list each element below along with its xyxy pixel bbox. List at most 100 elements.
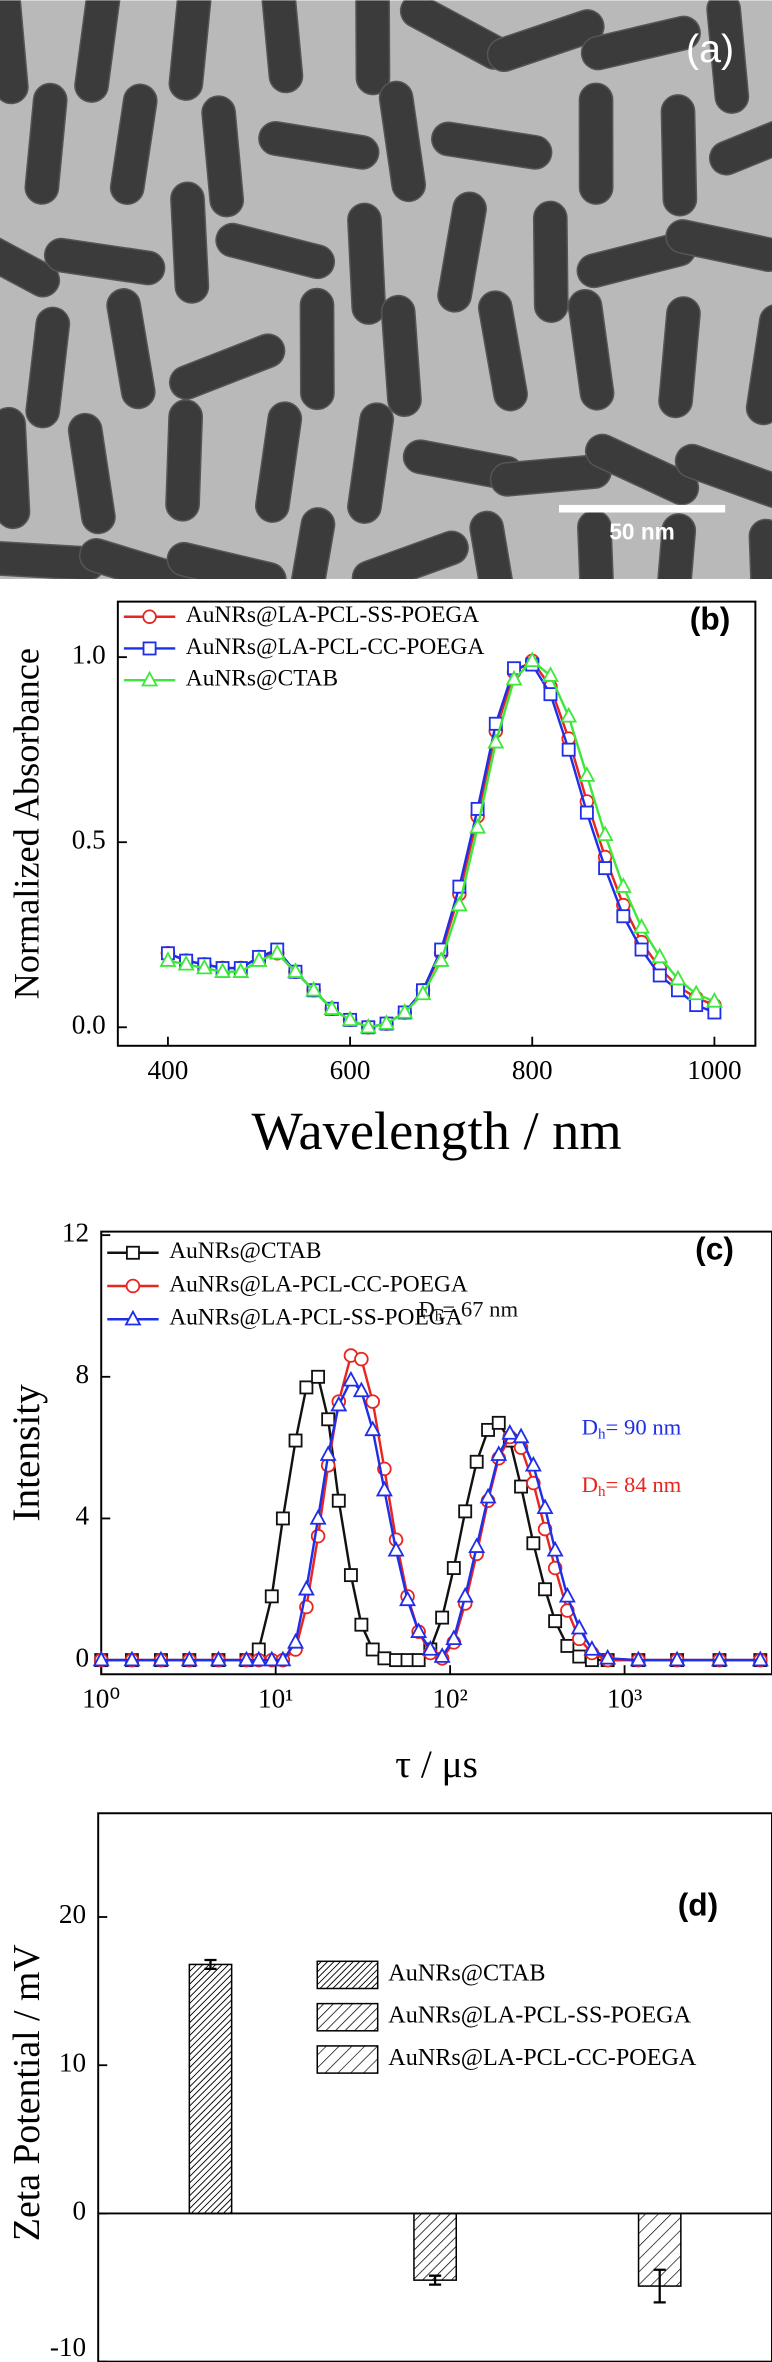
marker (514, 1479, 528, 1494)
marker (490, 1445, 508, 1461)
nanorod (351, 530, 469, 579)
marker (237, 1650, 255, 1667)
marker (629, 1650, 647, 1667)
y-tick-label: 8 (76, 1359, 90, 1389)
nanorod (285, 507, 336, 579)
marker (668, 1650, 686, 1667)
marker (354, 1617, 369, 1632)
annotation: Dh= 90 nm (582, 1415, 682, 1443)
marker (159, 951, 177, 967)
nanorod (109, 83, 158, 205)
x-tick-label: 1000 (687, 1055, 741, 1085)
y-tick-label: 10 (59, 2047, 86, 2077)
marker (450, 895, 468, 912)
y-tick-label: 0 (73, 2196, 87, 2226)
x-tick-label: 600 (330, 1055, 371, 1085)
x-tick-label: 800 (512, 1055, 553, 1085)
marker (354, 1351, 369, 1367)
nanorod (168, 333, 286, 400)
marker (319, 1445, 337, 1461)
marker (546, 1540, 564, 1557)
marker (309, 1508, 327, 1525)
marker (579, 805, 594, 820)
marker (652, 968, 667, 983)
nanorod (74, 0, 121, 103)
marker (512, 1427, 530, 1444)
nanorod (658, 296, 701, 419)
marker (432, 951, 450, 967)
marker (378, 1014, 395, 1030)
scale-bar (558, 504, 726, 513)
marker (456, 1586, 474, 1603)
nanorod (215, 222, 336, 280)
marker (299, 1380, 314, 1395)
marker (570, 1618, 588, 1635)
marker (123, 1650, 141, 1667)
y-tick-label: 0.5 (72, 824, 106, 854)
marker (152, 1650, 170, 1667)
nanorod (431, 121, 553, 170)
annotation-subscript: h (598, 1484, 606, 1500)
y-tick-label: 4 (76, 1501, 90, 1531)
marker (305, 980, 323, 997)
x-tick-label: 10¹ (258, 1684, 293, 1714)
marker (421, 1640, 439, 1656)
marker (331, 1493, 346, 1508)
legend-label: AuNRs@LA-PCL-CC-POEGA (169, 1271, 468, 1297)
nanorod (258, 121, 380, 170)
marker (263, 1650, 281, 1667)
marker (396, 1003, 414, 1019)
marker (414, 984, 432, 1001)
marker (469, 1454, 484, 1469)
marker (705, 991, 723, 1008)
marker (578, 766, 596, 782)
x-tick-label: 400 (148, 1055, 189, 1085)
marker (297, 1579, 315, 1596)
nanorod (532, 200, 569, 324)
nanorod (168, 0, 212, 101)
marker (359, 1017, 377, 1034)
nanorod (347, 202, 387, 325)
marker (541, 666, 559, 682)
x-axis-label: Wavelength / nm (252, 1101, 622, 1161)
legend-label: AuNRs@LA-PCL-CC-POEGA (388, 2044, 697, 2071)
panel-label: (c) (695, 1231, 734, 1267)
marker (377, 1651, 392, 1666)
marker (446, 1561, 461, 1575)
marker (458, 1504, 473, 1519)
marker (365, 1642, 380, 1657)
marker (364, 1420, 382, 1437)
marker (433, 1647, 451, 1663)
marker (125, 1278, 141, 1294)
marker (548, 1614, 563, 1629)
nanorod (748, 518, 772, 579)
marker (560, 706, 578, 723)
marker (599, 1648, 617, 1665)
legend-swatch (316, 2045, 379, 2074)
series-line (167, 659, 715, 1029)
nanorod (708, 107, 772, 176)
nanorod (67, 412, 116, 535)
marker (561, 742, 576, 757)
marker (481, 1422, 496, 1437)
legend-label: AuNRs@CTAB (186, 666, 338, 692)
marker (479, 1487, 497, 1504)
series-line (167, 663, 715, 1029)
annotation-subscript: h (435, 1309, 443, 1325)
annotation-subscript: h (598, 1427, 606, 1443)
marker (268, 943, 286, 960)
annotation-text: D (418, 1297, 434, 1322)
marker (505, 669, 523, 686)
plot-frame (100, 1230, 772, 1676)
nanorod (674, 443, 772, 509)
marker (287, 1632, 305, 1649)
marker (142, 609, 157, 624)
nanorod (660, 94, 698, 217)
nanorod (477, 290, 528, 412)
nanorod (745, 303, 772, 426)
nanorod (580, 15, 701, 71)
panel-label: (b) (690, 601, 731, 637)
marker (491, 1415, 506, 1430)
marker (751, 1650, 769, 1667)
